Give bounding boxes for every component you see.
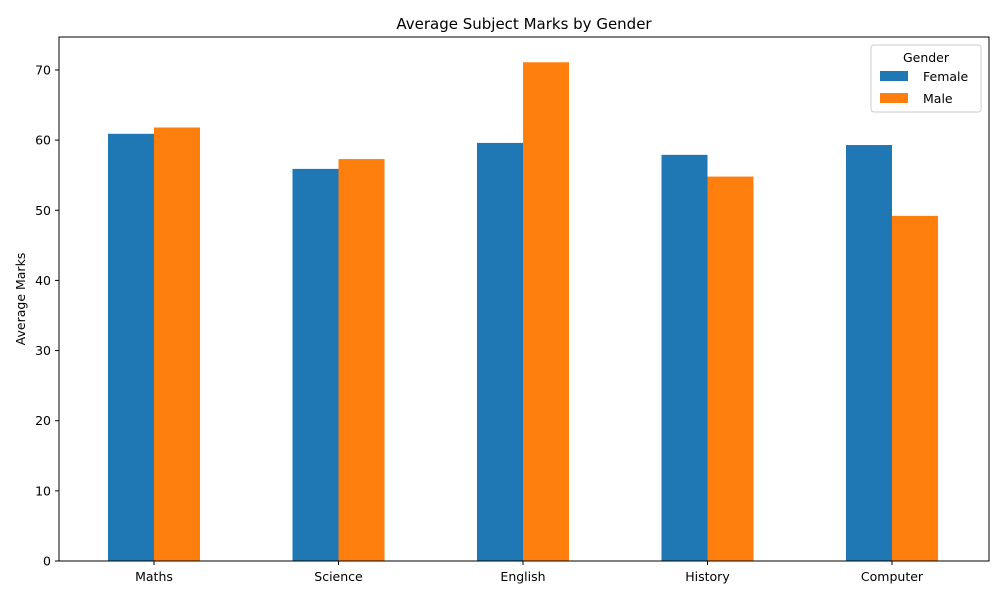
y-tick-label: 70 bbox=[35, 62, 51, 77]
y-axis-ticks: 0 10 20 30 40 50 60 70 bbox=[35, 62, 59, 569]
x-tick-label-science: Science bbox=[314, 569, 363, 584]
y-tick-label: 60 bbox=[35, 133, 51, 148]
y-tick-label: 40 bbox=[35, 273, 51, 288]
bar-male-history bbox=[707, 176, 754, 562]
bar-female-science bbox=[292, 168, 339, 562]
legend-swatch-female bbox=[880, 71, 908, 81]
legend: Gender Female Male bbox=[870, 44, 982, 113]
legend-label-female: Female bbox=[923, 69, 969, 84]
bar-female-history bbox=[661, 154, 708, 561]
legend-title: Gender bbox=[903, 50, 950, 65]
x-axis-ticks: Maths Science English History Computer bbox=[135, 561, 924, 584]
x-tick-label-history: History bbox=[685, 569, 730, 584]
y-tick-label: 0 bbox=[43, 554, 51, 569]
legend-label-male: Male bbox=[923, 91, 953, 106]
y-tick-label: 20 bbox=[35, 413, 51, 428]
y-tick-label: 50 bbox=[35, 203, 51, 218]
bar-female-maths bbox=[108, 133, 154, 561]
y-tick-label: 10 bbox=[35, 483, 51, 498]
chart-title: Average Subject Marks by Gender bbox=[396, 15, 652, 33]
x-tick-label-maths: Maths bbox=[135, 569, 173, 584]
y-axis-label: Average Marks bbox=[13, 253, 28, 346]
bar-female-computer bbox=[846, 145, 892, 561]
x-tick-label-english: English bbox=[500, 569, 545, 584]
x-tick-label-computer: Computer bbox=[861, 569, 924, 584]
bars-group bbox=[108, 62, 938, 562]
legend-swatch-male bbox=[880, 93, 908, 103]
bar-male-computer bbox=[892, 215, 938, 562]
plot-frame bbox=[58, 36, 990, 562]
bar-male-science bbox=[338, 159, 385, 562]
y-tick-label: 30 bbox=[35, 343, 51, 358]
bar-male-maths bbox=[154, 127, 200, 561]
bar-male-english bbox=[523, 62, 569, 561]
bar-female-english bbox=[477, 142, 523, 561]
